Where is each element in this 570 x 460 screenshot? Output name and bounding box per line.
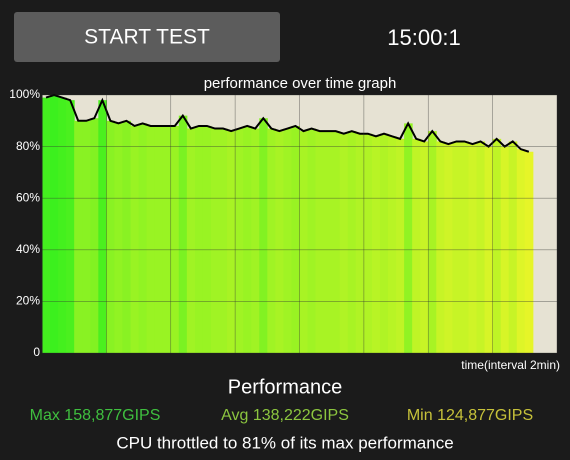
- bar: [267, 128, 276, 353]
- bar: [138, 123, 148, 353]
- bar: [90, 118, 99, 353]
- line: [45, 93, 530, 153]
- bar: [283, 128, 292, 353]
- bar: [339, 133, 349, 353]
- bar: [202, 125, 212, 354]
- button-bg[interactable]: [14, 12, 280, 62]
- bar: [178, 115, 188, 353]
- y-tick-label: 0: [33, 345, 40, 359]
- plot: 0 20% 40% 60% 80% 100%: [9, 87, 558, 359]
- bar: [130, 125, 140, 354]
- bar: [307, 128, 317, 353]
- bar: [194, 125, 204, 354]
- bar: [436, 141, 445, 353]
- throttle-note: CPU throttled to 81% of its max performa…: [116, 433, 453, 452]
- bar: [275, 131, 284, 353]
- chart-title: performance over time graph: [204, 75, 397, 92]
- bar: [114, 123, 123, 353]
- bar: [460, 141, 469, 353]
- y-tick-label: 80%: [16, 139, 40, 153]
- bar: [428, 131, 437, 353]
- bar: [323, 131, 333, 353]
- button-label[interactable]: START TEST: [84, 26, 210, 49]
- bar: [516, 149, 526, 353]
- bar: [355, 133, 365, 353]
- start-button[interactable]: START TEST: [14, 12, 280, 62]
- bar: [219, 128, 228, 353]
- y-tick-label: 40%: [16, 242, 40, 256]
- bar: [524, 151, 534, 353]
- bar: [315, 131, 325, 353]
- y-tick-label: 60%: [16, 190, 40, 204]
- bar: [259, 118, 268, 353]
- max-stat: Max 158,877GIPS: [30, 407, 161, 424]
- bar: [388, 136, 397, 353]
- y-tick-label: 20%: [16, 294, 40, 308]
- bar: [331, 131, 341, 353]
- bar: [98, 100, 107, 353]
- bar: [66, 100, 75, 353]
- bar: [50, 95, 59, 353]
- bar: [412, 138, 421, 353]
- bar: [404, 123, 413, 353]
- min-stat: Min 124,877GIPS: [407, 407, 533, 424]
- timer: 15:00:1: [387, 25, 460, 50]
- bar: [74, 120, 83, 353]
- bar: [379, 133, 389, 353]
- bar: [186, 128, 196, 353]
- avg-stat: Avg 138,222GIPS: [221, 407, 349, 424]
- bar: [170, 125, 180, 354]
- bar: [106, 120, 115, 353]
- bar: [42, 97, 51, 353]
- bar: [468, 144, 478, 353]
- bar: [291, 125, 300, 354]
- bar: [210, 128, 220, 353]
- bar: [363, 133, 373, 353]
- bar: [82, 120, 91, 353]
- x-axis-label: time(interval 2min): [461, 358, 560, 372]
- bar: [444, 144, 453, 353]
- y-tick-label: 100%: [9, 87, 40, 101]
- bar: [154, 125, 164, 354]
- bar: [58, 97, 67, 353]
- bar: [347, 131, 357, 353]
- bar: [122, 120, 132, 353]
- bar: [243, 125, 252, 354]
- bar: [452, 141, 461, 353]
- bar: [227, 131, 236, 353]
- bar: [396, 138, 405, 353]
- bar: [235, 128, 244, 353]
- summary-heading: Performance: [228, 376, 343, 398]
- bar: [508, 141, 518, 353]
- bar: [162, 125, 172, 354]
- bar: [299, 131, 309, 353]
- bar: [476, 141, 486, 353]
- bar: [251, 128, 260, 353]
- bar: [371, 136, 381, 353]
- bar: [492, 138, 502, 353]
- bar: [420, 141, 429, 353]
- bar: [146, 125, 156, 354]
